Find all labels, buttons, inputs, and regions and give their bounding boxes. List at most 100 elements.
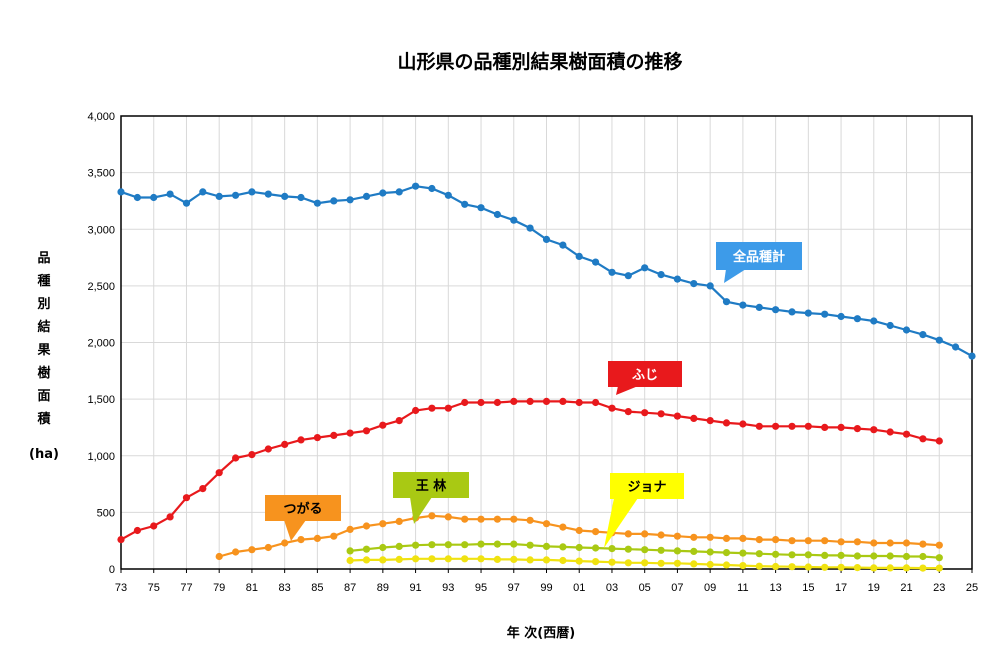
data-point: [673, 532, 682, 540]
data-point: [510, 216, 518, 224]
data-point: [722, 534, 731, 543]
data-point: [690, 414, 698, 422]
data-point: [788, 308, 796, 316]
data-point: [821, 537, 829, 545]
data-point: [657, 271, 665, 279]
data-point: [935, 336, 943, 344]
data-point: [444, 541, 452, 549]
data-point: [477, 555, 485, 563]
data-point: [510, 515, 518, 523]
data-point: [641, 530, 649, 538]
data-point: [330, 532, 338, 540]
data-point: [428, 404, 436, 412]
series-label: 王 林: [416, 478, 447, 494]
data-point: [559, 241, 567, 249]
data-point: [477, 398, 485, 407]
y-tick-label: 0: [109, 564, 115, 576]
data-point: [853, 538, 862, 546]
data-point: [232, 191, 240, 199]
data-point: [788, 563, 796, 571]
data-point: [788, 537, 796, 545]
callout-box: [610, 473, 684, 499]
x-tick-label: 91: [409, 582, 421, 594]
data-point: [935, 554, 943, 562]
data-point: [902, 552, 911, 561]
data-point: [657, 559, 665, 567]
data-point: [624, 272, 632, 280]
data-point: [624, 559, 632, 567]
data-point: [641, 546, 649, 554]
data-point: [706, 560, 714, 569]
data-point: [215, 552, 223, 561]
data-point: [133, 193, 141, 202]
data-point: [673, 275, 682, 283]
data-point: [886, 539, 894, 547]
x-tick-label: 95: [475, 582, 487, 594]
data-point: [968, 352, 976, 360]
data-point: [690, 280, 698, 288]
data-point: [641, 409, 649, 417]
data-point: [526, 224, 534, 232]
data-point: [739, 420, 747, 428]
y-label-char: 種: [37, 273, 50, 289]
data-point: [821, 563, 829, 571]
x-tick-label: 97: [508, 582, 520, 594]
data-point: [755, 422, 763, 430]
data-point: [837, 551, 845, 560]
data-point: [870, 564, 878, 572]
data-point: [902, 326, 911, 334]
data-point: [428, 512, 436, 520]
callout-pointer: [724, 269, 746, 283]
data-point: [526, 516, 534, 524]
data-point: [510, 540, 518, 548]
data-point: [870, 426, 878, 434]
data-point: [902, 564, 911, 572]
data-point: [755, 562, 763, 570]
x-tick-label: 21: [900, 582, 912, 594]
data-point: [395, 517, 403, 526]
callout-0: 全品種計: [716, 242, 802, 283]
data-point: [379, 556, 387, 564]
y-tick-label: 500: [97, 507, 115, 519]
data-point: [150, 522, 158, 530]
data-point: [870, 317, 878, 325]
data-point: [395, 417, 403, 425]
data-point: [624, 408, 632, 416]
data-point: [624, 530, 632, 538]
x-tick-label: 13: [769, 582, 781, 594]
x-tick-label: 77: [180, 582, 192, 594]
data-point: [870, 552, 878, 560]
callout-pointer: [604, 498, 638, 548]
data-point: [739, 562, 747, 570]
data-point: [575, 557, 583, 565]
data-point: [722, 298, 731, 306]
y-axis-ticks: 0 500 1,000 1,500 2,000 2,500 3,000 3,500 4,000: [87, 111, 115, 576]
data-point: [395, 542, 403, 551]
data-point: [837, 423, 845, 431]
data-point: [346, 525, 354, 534]
callout-box: [608, 361, 682, 387]
data-point: [804, 537, 812, 545]
y-label-char: 面: [37, 389, 50, 404]
data-point: [821, 551, 829, 560]
data-point: [346, 429, 354, 437]
data-point: [690, 533, 698, 541]
data-point: [886, 552, 894, 560]
data-point: [461, 541, 469, 549]
data-point: [592, 558, 600, 566]
data-point: [804, 422, 812, 430]
data-point: [690, 547, 698, 556]
callout-2: つがる: [265, 495, 341, 541]
x-axis-ticks: 73 75 77 79 81 83 85 87 89 91 93 95 97 99 01 03 05 07 09 11…: [115, 569, 978, 594]
data-point: [117, 188, 125, 196]
data-point: [673, 547, 682, 555]
data-point: [133, 526, 141, 535]
data-point: [788, 551, 796, 559]
y-label-char: 品: [37, 251, 50, 266]
data-point: [641, 264, 649, 272]
data-point: [608, 268, 616, 276]
data-point: [444, 191, 452, 199]
data-point: [379, 543, 387, 552]
